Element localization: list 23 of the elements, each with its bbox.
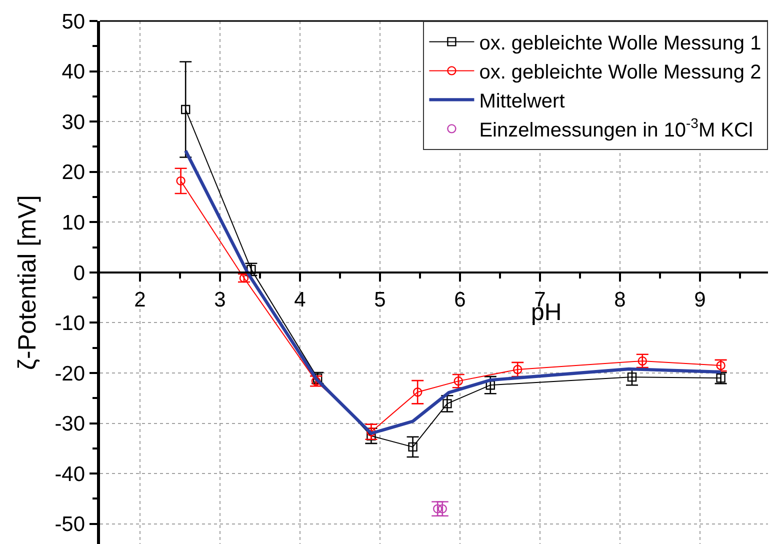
y-tick-label: -40 (54, 462, 86, 486)
x-tick-label: 9 (694, 288, 706, 312)
x-tick-label: 6 (454, 288, 466, 312)
legend-label: Einzelmessungen in 10$^{-3}$M KCl (479, 115, 753, 142)
legend-label: Mittelwert (479, 90, 566, 112)
y-tick-label: -50 (54, 513, 86, 536)
y-tick-label: 10 (62, 212, 86, 234)
y-tick-label: 20 (62, 161, 86, 184)
x-tick-label: 2 (134, 288, 146, 312)
y-tick-label: -20 (54, 362, 86, 386)
legend-label: ox. gebleichte Wolle Messung 1 (479, 32, 762, 54)
y-tick-label: 30 (62, 110, 86, 134)
y-tick-label: -30 (54, 412, 86, 436)
x-tick-label: 3 (214, 288, 226, 312)
x-tick-label: 4 (294, 288, 306, 312)
y-tick-label: 0 (73, 262, 86, 285)
y-axis-title: ζ-Potential [mV] (13, 195, 42, 370)
y-tick-label: -10 (54, 312, 86, 336)
legend-label: ox. gebleichte Wolle Messung 2 (479, 62, 762, 84)
y-tick-label: 50 (62, 10, 86, 34)
y-tick-label: 40 (62, 60, 86, 84)
x-tick-label: 5 (374, 288, 386, 312)
x-tick-label: 8 (614, 288, 626, 312)
